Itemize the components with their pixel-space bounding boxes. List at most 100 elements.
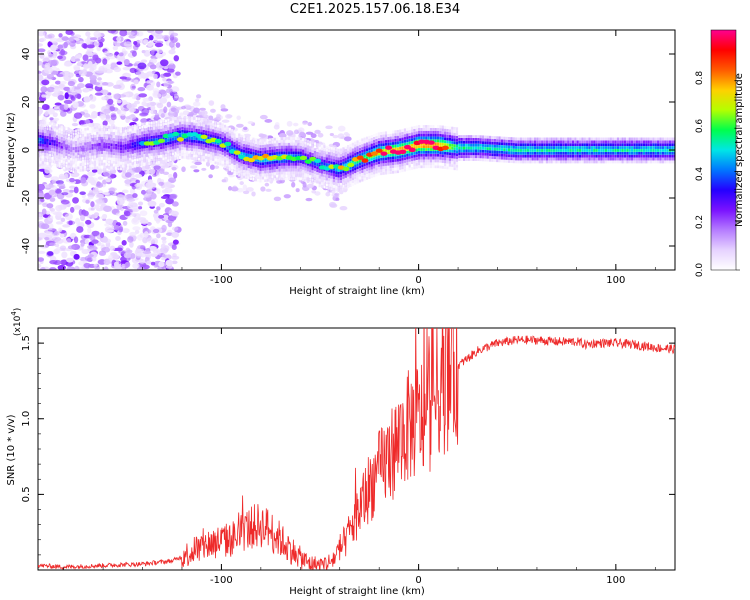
- spectrogram-cell: [361, 141, 364, 145]
- spectrogram-cell: [93, 146, 96, 150]
- spectrogram-cell: [84, 133, 87, 137]
- spectrogram-cell: [131, 142, 134, 146]
- spectrogram-cell: [86, 153, 89, 157]
- spectrogram-cell: [190, 156, 194, 160]
- spectrogram-cell: [299, 131, 306, 137]
- spectrogram-cell: [108, 118, 115, 125]
- spectrogram-cell: [268, 149, 272, 153]
- spectrogram-cell: [212, 126, 215, 130]
- spectrogram-cell: [285, 165, 288, 169]
- spectrogram-cell: [266, 144, 269, 148]
- spectrogram-cell: [205, 159, 208, 163]
- spectrogram-cell: [299, 171, 302, 175]
- spectrogram-cell: [124, 132, 127, 136]
- spectrogram-cell: [391, 144, 395, 148]
- spectrogram-cell: [309, 146, 312, 150]
- spectrogram-cell: [330, 152, 333, 156]
- spectrogram-cell: [444, 160, 447, 164]
- spectrogram-cell: [208, 100, 215, 106]
- spectrogram-cell: [446, 131, 449, 135]
- spectrogram-cell: [500, 150, 504, 154]
- spectrogram-cell: [44, 127, 47, 130]
- spectrogram-cell: [167, 121, 170, 125]
- spectrogram-cell: [78, 209, 83, 216]
- spectrogram-cell: [143, 131, 146, 134]
- spectrogram-cell: [119, 135, 123, 139]
- spectrogram-cell: [451, 144, 454, 147]
- spectrogram-cell: [117, 141, 120, 145]
- spectrogram-cell: [245, 170, 248, 174]
- spectrogram-cell: [477, 152, 480, 156]
- spectrogram-cell: [183, 141, 186, 145]
- spectrogram-cell: [162, 160, 165, 164]
- spectrogram-cell: [98, 163, 101, 166]
- spectrogram-cell: [61, 36, 69, 41]
- spectrogram-cell: [249, 154, 253, 158]
- spectrogram-cell: [153, 73, 158, 79]
- spectrogram-cell: [477, 158, 480, 161]
- spectrogram-cell: [48, 124, 52, 128]
- spectrogram-cell: [465, 138, 468, 141]
- spectrogram-cell: [167, 147, 170, 151]
- spectrogram-cell: [219, 128, 222, 131]
- spectrogram-cell: [81, 159, 85, 163]
- spectrogram-cell: [221, 179, 227, 183]
- spectrogram-cell: [507, 145, 511, 149]
- spectrogram-cell: [43, 67, 53, 74]
- spectrogram-cell: [48, 153, 52, 157]
- spectrogram-cell: [164, 142, 167, 146]
- spectrogram-cell: [389, 136, 392, 140]
- spectrogram-cell: [65, 164, 68, 168]
- spectrogram-cell: [358, 142, 362, 145]
- spectrogram-cell: [231, 160, 234, 164]
- spectrogram-cell: [365, 148, 369, 152]
- spectrogram-cell: [304, 173, 307, 177]
- spectrogram-cell: [328, 160, 331, 164]
- spectrogram-cell: [41, 79, 50, 86]
- spectrogram-cell: [358, 139, 362, 143]
- spectrogram-cell: [53, 160, 56, 164]
- spectrogram-cell: [80, 177, 87, 184]
- spectrogram-cell: [254, 169, 257, 173]
- spectrogram-cell: [351, 154, 354, 158]
- spectrogram-cell: [209, 143, 212, 146]
- spectrogram-cell: [44, 236, 50, 241]
- spectrogram-cell: [202, 144, 205, 148]
- spectrogram-cell: [49, 37, 59, 43]
- spectrogram-cell: [161, 224, 167, 232]
- spectrogram-cell: [349, 166, 352, 170]
- spectrogram-cell: [162, 239, 167, 244]
- spectrogram-cell: [96, 137, 99, 141]
- spectrogram-cell: [344, 183, 347, 187]
- spectrogram-cell: [174, 142, 177, 146]
- spectrogram-cell: [129, 140, 132, 143]
- spectrogram-cell: [261, 142, 265, 145]
- spectrogram-cell: [512, 157, 515, 161]
- spectrogram-cell: [81, 157, 85, 160]
- spectrogram-cell: [87, 244, 95, 249]
- spectrogram-cell: [339, 205, 348, 211]
- spectrogram-cell: [162, 77, 167, 82]
- spectrogram-cell: [58, 227, 63, 233]
- spectrogram-cell: [167, 150, 170, 154]
- spectrogram-cell: [271, 163, 274, 167]
- spectrogram-cell: [507, 151, 511, 155]
- spectrogram-cell: [89, 161, 92, 165]
- spectrogram-cell: [266, 164, 269, 168]
- spectrogram-cell: [347, 185, 350, 189]
- spectrogram-cell: [39, 129, 42, 133]
- spectrogram-cell: [477, 149, 480, 153]
- spectrogram-cell: [510, 160, 513, 163]
- spectrogram-cell: [131, 125, 134, 128]
- spectrogram-cell: [60, 162, 63, 166]
- spectrogram-cell: [410, 158, 414, 162]
- spectrogram-cell: [212, 149, 215, 153]
- spectrogram-cell: [72, 155, 75, 159]
- spectrogram-cell: [171, 117, 175, 121]
- spectrogram-cell: [304, 144, 307, 148]
- spectrogram-cell: [292, 174, 295, 178]
- spectrogram-cell: [380, 140, 383, 144]
- spectrogram-cell: [245, 153, 248, 156]
- spectrogram-cell: [451, 146, 454, 150]
- spectrogram-cell: [283, 142, 286, 146]
